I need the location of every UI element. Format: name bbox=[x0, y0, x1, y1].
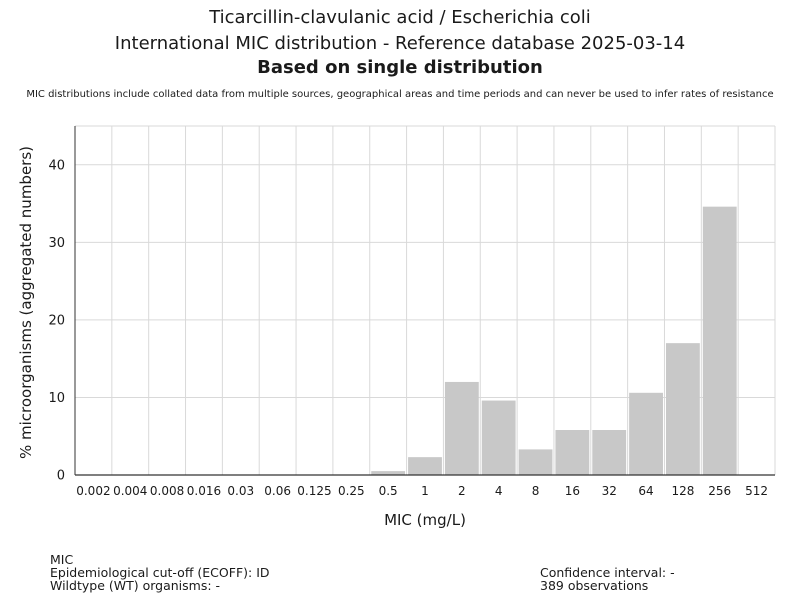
x-tick-label: 0.125 bbox=[297, 484, 331, 498]
x-tick-label: 4 bbox=[495, 484, 503, 498]
x-tick-label: 0.016 bbox=[187, 484, 221, 498]
footer-wildtype: Wildtype (WT) organisms: - bbox=[50, 578, 221, 593]
bar-64 bbox=[629, 392, 663, 475]
chart-disclaimer-note: MIC distributions include collated data … bbox=[26, 89, 774, 100]
footer-left-block: MIC Epidemiological cut-off (ECOFF): ID … bbox=[50, 553, 270, 592]
y-axis-title: % microorganisms (aggregated numbers) bbox=[17, 146, 35, 459]
chart-subtitle: International MIC distribution - Referen… bbox=[114, 33, 686, 54]
footer-observations: 389 observations bbox=[540, 578, 649, 593]
axis-layer bbox=[74, 126, 775, 476]
grid-layer bbox=[74, 125, 776, 475]
x-tick-label: 0.002 bbox=[76, 484, 110, 498]
bar-8 bbox=[518, 449, 553, 475]
x-tick-label: 512 bbox=[745, 484, 768, 498]
x-tick-label: 0.03 bbox=[227, 484, 254, 498]
x-tick-label: 8 bbox=[532, 484, 540, 498]
chart-title: Ticarcillin-clavulanic acid / Escherichi… bbox=[209, 7, 591, 28]
y-tick-label: 30 bbox=[48, 236, 65, 251]
x-tick-label: 128 bbox=[671, 484, 694, 498]
x-tick-label: 0.06 bbox=[264, 484, 291, 498]
label-layer: 0 10 20 30 40 0.002 0.004 0.008 0.016 0.03 0.06 0.1… bbox=[17, 146, 768, 529]
bar-128 bbox=[665, 343, 700, 475]
bar-1 bbox=[408, 457, 442, 475]
footer-right-block: Confidence interval: - 389 observations bbox=[540, 566, 675, 592]
footer-mic-label: MIC bbox=[50, 552, 74, 567]
bar-layer bbox=[371, 206, 737, 475]
x-tick-label: 1 bbox=[421, 484, 429, 498]
x-tick-label: 0.5 bbox=[379, 484, 398, 498]
bar-32 bbox=[592, 430, 627, 475]
x-tick-label: 32 bbox=[602, 484, 617, 498]
x-tick-label: 0.004 bbox=[113, 484, 147, 498]
chart-subtitle-bold: Based on single distribution bbox=[257, 57, 543, 78]
footer-ecoff: Epidemiological cut-off (ECOFF): ID bbox=[50, 565, 270, 580]
x-tick-label: 0.25 bbox=[338, 484, 365, 498]
x-tick-label: 2 bbox=[458, 484, 466, 498]
x-tick-label: 256 bbox=[708, 484, 731, 498]
bar-4 bbox=[481, 400, 516, 475]
footer-confidence-interval: Confidence interval: - bbox=[540, 565, 675, 580]
bar-0.5 bbox=[371, 471, 406, 475]
y-tick-label: 10 bbox=[48, 391, 65, 406]
y-tick-label: 20 bbox=[48, 313, 65, 328]
bar-256 bbox=[702, 206, 737, 475]
x-tick-label: 0.008 bbox=[150, 484, 184, 498]
x-tick-label: 64 bbox=[638, 484, 653, 498]
x-axis-title: MIC (mg/L) bbox=[384, 511, 466, 529]
bar-16 bbox=[555, 430, 590, 475]
y-tick-label: 0 bbox=[57, 469, 65, 484]
x-tick-label: 16 bbox=[565, 484, 580, 498]
y-tick-label: 40 bbox=[48, 158, 65, 173]
bar-2 bbox=[444, 381, 479, 475]
